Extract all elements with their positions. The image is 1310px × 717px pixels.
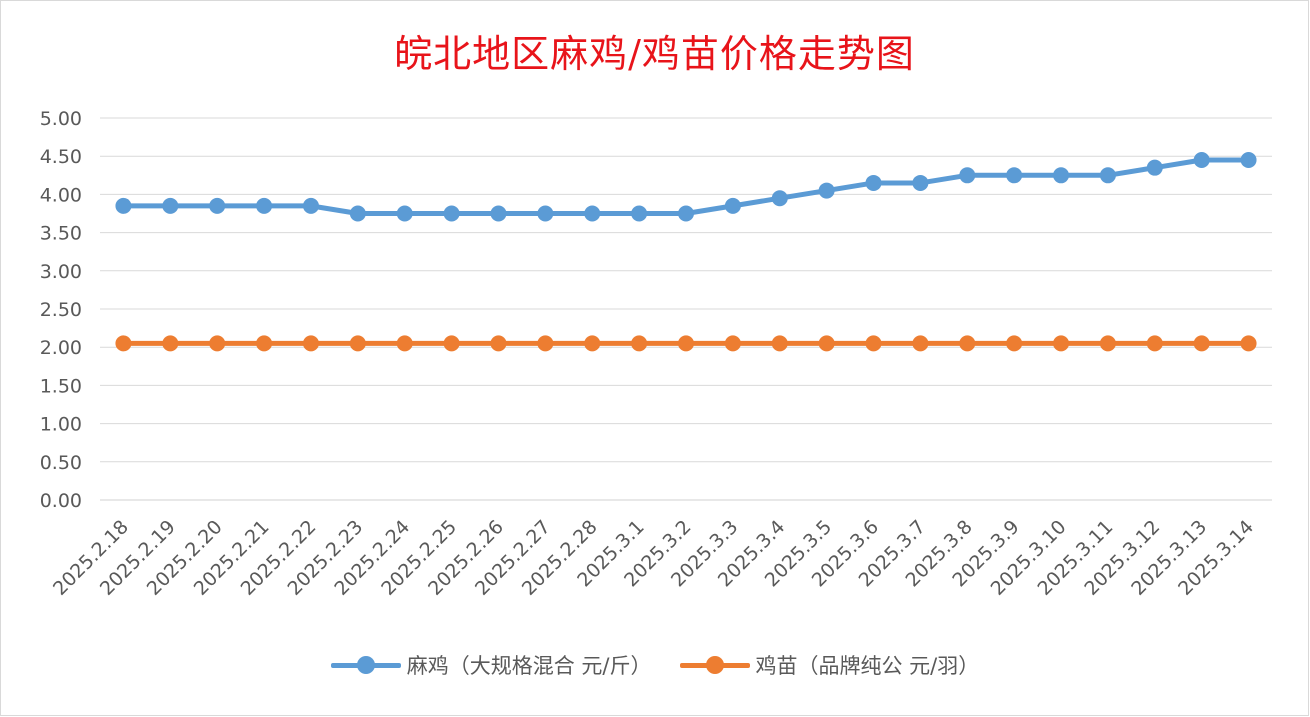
legend-dot-0 (356, 656, 375, 674)
data-point (443, 205, 460, 222)
legend-label-1: 鸡苗（品牌纯公 元/羽） (755, 654, 980, 678)
data-point (678, 335, 694, 352)
data-point (302, 335, 319, 352)
data-point (818, 335, 835, 352)
data-point (1099, 167, 1116, 184)
data-point (256, 335, 273, 352)
legend: 麻鸡（大规格混合 元/斤） 鸡苗（品牌纯公 元/羽） (0, 650, 1310, 680)
data-point (631, 205, 648, 222)
y-tick-label: 0.00 (40, 490, 82, 512)
data-point (584, 205, 601, 222)
data-point (1193, 335, 1210, 352)
data-point (349, 205, 366, 222)
data-point (771, 335, 788, 352)
data-point (1146, 159, 1163, 176)
data-point (443, 335, 460, 352)
data-point (209, 335, 226, 352)
data-point (959, 167, 976, 184)
data-point (490, 335, 507, 352)
data-point (1053, 335, 1070, 352)
y-tick-label: 4.00 (40, 184, 82, 206)
y-tick-label: 3.00 (40, 261, 82, 283)
data-point (724, 335, 741, 352)
legend-swatch-0 (330, 654, 401, 676)
data-point (1006, 167, 1023, 184)
data-point (771, 190, 788, 207)
data-point (209, 197, 226, 214)
data-point (1240, 335, 1257, 352)
data-point (1006, 335, 1023, 352)
y-tick-label: 2.50 (40, 299, 82, 321)
data-point (162, 197, 179, 214)
data-point (396, 335, 413, 352)
y-tick-label: 5.00 (40, 108, 82, 130)
data-point (256, 197, 273, 214)
y-tick-label: 4.50 (40, 146, 82, 168)
y-tick-label: 1.50 (40, 375, 82, 397)
data-point (818, 182, 835, 199)
y-tick-label: 3.50 (40, 223, 82, 245)
data-point (162, 335, 179, 352)
data-point (678, 205, 694, 222)
data-point (115, 197, 132, 214)
legend-swatch-1 (679, 654, 750, 676)
series-line-0 (120, 157, 1252, 216)
data-point (537, 205, 554, 222)
legend-label-0: 麻鸡（大规格混合 元/斤） (406, 654, 652, 678)
data-point (1053, 167, 1070, 184)
data-point (490, 205, 507, 222)
data-point (959, 335, 976, 352)
legend-item-series-1[interactable]: 鸡苗（品牌纯公 元/羽） (679, 650, 980, 680)
data-point (1240, 152, 1257, 169)
data-point (912, 335, 929, 352)
y-tick-label: 0.50 (40, 452, 82, 474)
data-point (912, 174, 929, 191)
y-tick-label: 1.00 (40, 414, 82, 436)
data-point (537, 335, 554, 352)
data-point (631, 335, 648, 352)
data-point (584, 335, 601, 352)
data-point (349, 335, 366, 352)
data-point (1099, 335, 1116, 352)
data-point (302, 197, 319, 214)
legend-dot-1 (705, 656, 724, 674)
data-point (115, 335, 132, 352)
data-point (724, 197, 741, 214)
data-point (1146, 335, 1163, 352)
data-point (1193, 152, 1210, 169)
data-point (865, 174, 882, 191)
chart-title: 皖北地区麻鸡/鸡苗价格走势图 (394, 32, 915, 76)
data-point (865, 335, 882, 352)
data-point (396, 205, 413, 222)
legend-item-series-0[interactable]: 麻鸡（大规格混合 元/斤） (330, 650, 652, 680)
y-tick-label: 2.00 (40, 337, 82, 359)
